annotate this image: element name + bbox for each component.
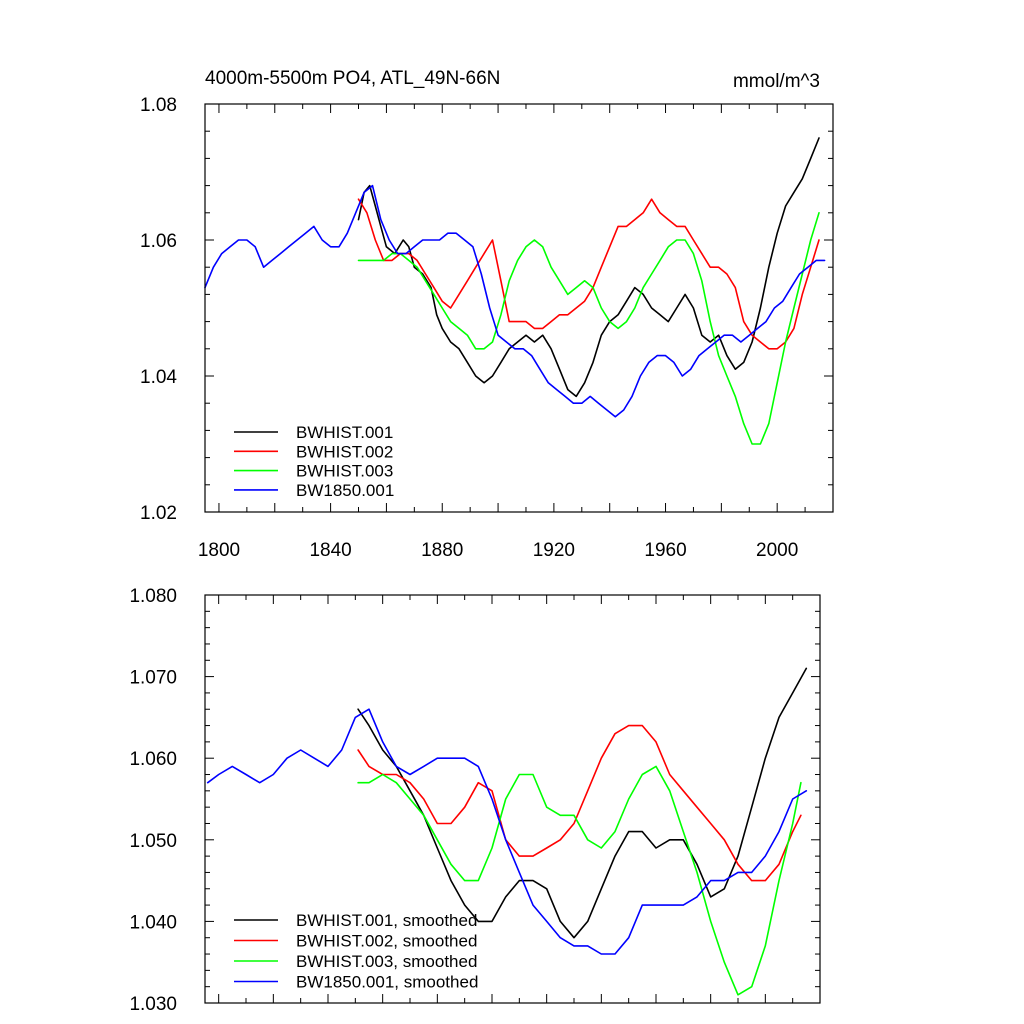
series-line bbox=[357, 198, 820, 350]
legend-label: BWHIST.003, smoothed bbox=[296, 952, 477, 971]
legend-label: BWHIST.001, smoothed bbox=[296, 911, 477, 930]
series-line bbox=[357, 724, 802, 882]
x-tick-label: 1800 bbox=[198, 540, 240, 561]
chart-units-label: mmol/m^3 bbox=[733, 71, 820, 92]
plot-frame bbox=[204, 103, 834, 513]
y-tick-label: 1.02 bbox=[140, 503, 177, 524]
x-tick-label: 1880 bbox=[421, 540, 463, 561]
y-tick-label: 1.050 bbox=[129, 831, 177, 852]
plot-frame bbox=[204, 594, 821, 1004]
legend-label: BWHIST.002 bbox=[296, 442, 393, 461]
legend-label: BWHIST.002, smoothed bbox=[296, 932, 477, 951]
series-group bbox=[206, 667, 808, 996]
chart-bottom: 1.030 1.040 1.050 1.060 1.070 1.080 BWHIST.00… bbox=[129, 586, 821, 1015]
y-tick-label: 1.040 bbox=[129, 912, 177, 933]
y-tick-label: 1.080 bbox=[129, 586, 177, 607]
series-line bbox=[206, 708, 808, 955]
series-group bbox=[204, 137, 826, 445]
y-tick-label: 1.06 bbox=[140, 231, 177, 252]
legend-label: BWHIST.003 bbox=[296, 462, 393, 481]
legend-label: BW1850.001 bbox=[296, 481, 394, 500]
y-tick-label: 1.08 bbox=[140, 95, 177, 116]
chart-top: 4000m-5500m PO4, ATL_49N-66N mmol/m^3 1.… bbox=[140, 68, 834, 561]
legend-label: BW1850.001, smoothed bbox=[296, 973, 478, 992]
series-line bbox=[204, 184, 826, 418]
x-tick-label: 1920 bbox=[533, 540, 575, 561]
y-tick-label: 1.030 bbox=[129, 994, 177, 1015]
y-tick-label: 1.060 bbox=[129, 749, 177, 770]
legend: BWHIST.001, smoothed BWHIST.002, smoothed… bbox=[234, 911, 478, 992]
y-tick-label: 1.04 bbox=[140, 367, 177, 388]
axis-ticks: 1.02 1.04 1.06 1.08 1800 1840 1880 1920 1960 2000 bbox=[140, 95, 834, 561]
x-tick-label: 1840 bbox=[309, 540, 351, 561]
chart-title: 4000m-5500m PO4, ATL_49N-66N bbox=[205, 68, 500, 89]
x-tick-label: 1960 bbox=[644, 540, 686, 561]
x-tick-label: 2000 bbox=[756, 540, 798, 561]
series-line bbox=[357, 212, 820, 445]
y-tick-label: 1.070 bbox=[129, 668, 177, 689]
series-line bbox=[357, 765, 802, 996]
series-line bbox=[357, 667, 808, 939]
legend-label: BWHIST.001 bbox=[296, 423, 393, 442]
axis-ticks: 1.030 1.040 1.050 1.060 1.070 1.080 bbox=[129, 586, 821, 1015]
